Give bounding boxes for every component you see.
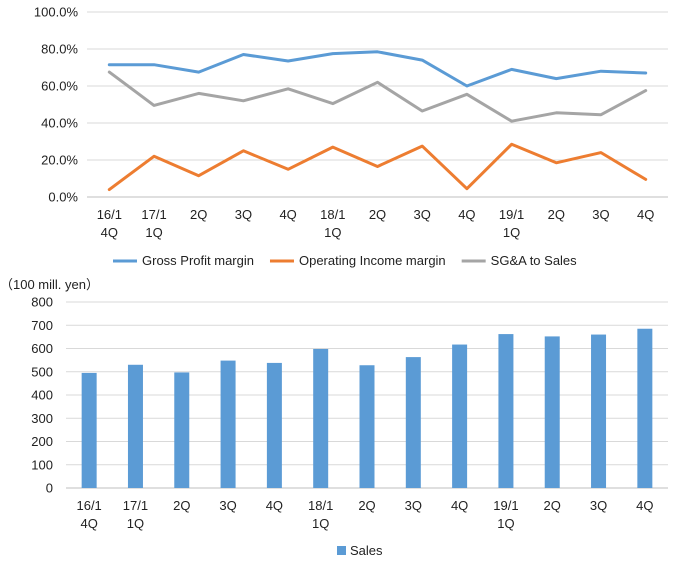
x-tick-label: 18/1	[308, 498, 333, 513]
x-tick-label: 3Q	[405, 498, 422, 513]
legend-item-operating-income-margin: Operating Income margin	[269, 253, 446, 268]
y-tick-label: 400	[31, 388, 53, 403]
x-tick-label: 4Q	[279, 207, 296, 222]
bar-sales	[220, 360, 236, 488]
x-tick-label: 19/1	[493, 498, 518, 513]
x-tick-label: 2Q	[358, 498, 375, 513]
bar-sales	[405, 357, 421, 488]
y-tick-label: 800	[31, 295, 53, 310]
legend-label: SG&A to Sales	[491, 253, 577, 268]
bar-sales	[266, 362, 282, 488]
y-tick-label: 0.0%	[48, 190, 78, 205]
x-tick-label: 17/1	[123, 498, 148, 513]
y-tick-label: 0	[46, 481, 53, 496]
legend-label: Operating Income margin	[299, 253, 446, 268]
bar-sales	[359, 365, 375, 488]
sales-bar-chart: 0 100 200 300 400 500 600 700 800 16/1 4Q 17/1 1Q 2Q 3…	[31, 295, 668, 531]
y-tick-label: 600	[31, 341, 53, 356]
bar-sales	[637, 328, 653, 488]
x-tick-label: 16/1	[97, 207, 122, 222]
x-tick-label: 4Q	[637, 207, 654, 222]
x-tick-label: 2Q	[190, 207, 207, 222]
x-tick-label: 4Q	[80, 516, 97, 531]
y-tick-label: 300	[31, 411, 53, 426]
x-tick-label: 4Q	[101, 225, 118, 240]
y-tick-label: 20.0%	[41, 153, 78, 168]
x-tick-label: 4Q	[451, 498, 468, 513]
bar-sales	[544, 336, 560, 488]
x-tick-label: 17/1	[141, 207, 166, 222]
x-tick-label: 3Q	[590, 498, 607, 513]
x-tick-label: 1Q	[503, 225, 520, 240]
series-line-gross-profit-margin	[107, 50, 648, 88]
bar-sales	[127, 364, 143, 488]
bar-sales	[591, 334, 607, 488]
x-tick-label: 4Q	[636, 498, 653, 513]
bar-sales	[81, 372, 97, 488]
y-tick-label: 60.0%	[41, 79, 78, 94]
y-tick-label: 200	[31, 434, 53, 449]
x-tick-label: 1Q	[145, 225, 162, 240]
x-tick-label: 2Q	[548, 207, 565, 222]
margin-line-chart: 0.0% 20.0% 40.0% 60.0% 80.0% 100.0% 16/1 4Q 17/1…	[34, 5, 668, 240]
bar-sales	[313, 348, 329, 488]
x-tick-label: 4Q	[458, 207, 475, 222]
x-tick-label: 3Q	[219, 498, 236, 513]
legend-item-sales: Sales	[337, 543, 383, 558]
x-tick-label: 2Q	[369, 207, 386, 222]
x-tick-label: 3Q	[235, 207, 252, 222]
legend-label: Gross Profit margin	[142, 253, 254, 268]
x-tick-label: 1Q	[497, 516, 514, 531]
legend-item-gross-profit-margin: Gross Profit margin	[113, 253, 254, 268]
x-tick-label: 16/1	[76, 498, 101, 513]
y-tick-label: 500	[31, 364, 53, 379]
bar-chart-unit-label: （100 mill. yen）	[0, 277, 99, 292]
x-tick-label: 19/1	[499, 207, 524, 222]
x-tick-label: 1Q	[312, 516, 329, 531]
bar-sales	[452, 344, 468, 488]
series-line-sganda-to-sales	[107, 70, 648, 123]
x-tick-label: 3Q	[414, 207, 431, 222]
x-tick-label: 4Q	[266, 498, 283, 513]
x-tick-label: 1Q	[127, 516, 144, 531]
legend-label: Sales	[350, 543, 383, 558]
x-tick-label: 2Q	[544, 498, 561, 513]
bar-sales	[174, 372, 190, 488]
bar-chart-legend: Sales	[337, 543, 383, 558]
legend-item-sganda-to-sales: SG&A to Sales	[461, 253, 577, 268]
y-tick-label: 100	[31, 457, 53, 472]
x-tick-label: 18/1	[320, 207, 345, 222]
series-line-operating-income-margin	[107, 142, 648, 192]
x-tick-label: 1Q	[324, 225, 341, 240]
x-tick-label: 2Q	[173, 498, 190, 513]
y-tick-label: 40.0%	[41, 116, 78, 131]
y-tick-label: 100.0%	[34, 5, 79, 20]
x-tick-label: 3Q	[592, 207, 609, 222]
y-tick-label: 80.0%	[41, 42, 78, 57]
y-tick-label: 700	[31, 318, 53, 333]
bar-sales	[498, 334, 514, 488]
line-chart-legend: Gross Profit margin Operating Income marg…	[113, 253, 577, 268]
legend-swatch	[337, 546, 346, 555]
